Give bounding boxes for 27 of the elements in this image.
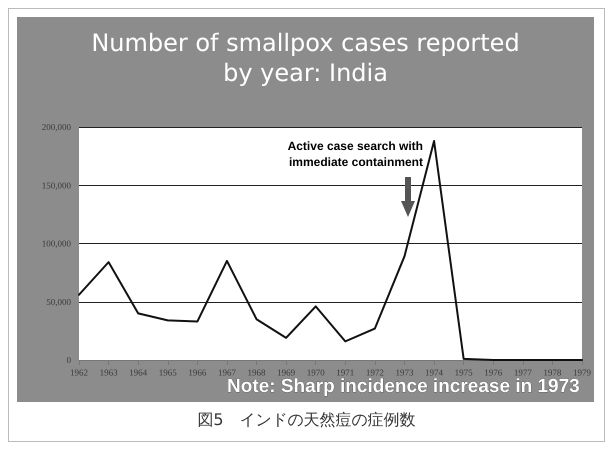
x-tick-label: 1979 xyxy=(573,368,592,378)
x-tick-label: 1970 xyxy=(306,368,326,378)
x-tick-label: 1971 xyxy=(336,368,354,378)
x-tick-label: 1967 xyxy=(218,368,236,378)
x-tick-label: 1978 xyxy=(543,368,562,378)
x-tick-label: 1975 xyxy=(454,368,474,378)
x-tick-label: 1966 xyxy=(188,368,207,378)
x-tick-label: 1976 xyxy=(484,368,503,378)
chart-title: Number of smallpox cases reported by year: India xyxy=(91,29,520,87)
x-tick-label: 1977 xyxy=(514,368,532,378)
y-tick-label: 150,000 xyxy=(42,180,72,190)
x-tick-label: 1963 xyxy=(100,368,118,378)
y-tick-label: 50,000 xyxy=(46,296,72,307)
text: Note: Sharp incidence increase in 1973 xyxy=(227,376,580,397)
x-tick-label: 1962 xyxy=(70,368,88,378)
annotation: Active case search with immediate containment xyxy=(288,139,423,169)
caption: 図5 インドの天然痘の症例数 xyxy=(196,409,417,431)
x-tick-label: 1964 xyxy=(129,368,148,378)
x-tick-label: 1973 xyxy=(395,368,414,378)
x-tick-label: 1968 xyxy=(248,368,266,378)
x-tick-label: 1965 xyxy=(158,368,178,378)
x-tick-label: 1972 xyxy=(366,368,384,378)
y-tick-label: 200,000 xyxy=(42,122,72,132)
x-tick-label: 1974 xyxy=(425,368,444,378)
x-tick-label: 1969 xyxy=(277,368,296,378)
y-tick-label: 0 xyxy=(66,355,72,365)
y-tick-label: 100,000 xyxy=(42,238,72,248)
